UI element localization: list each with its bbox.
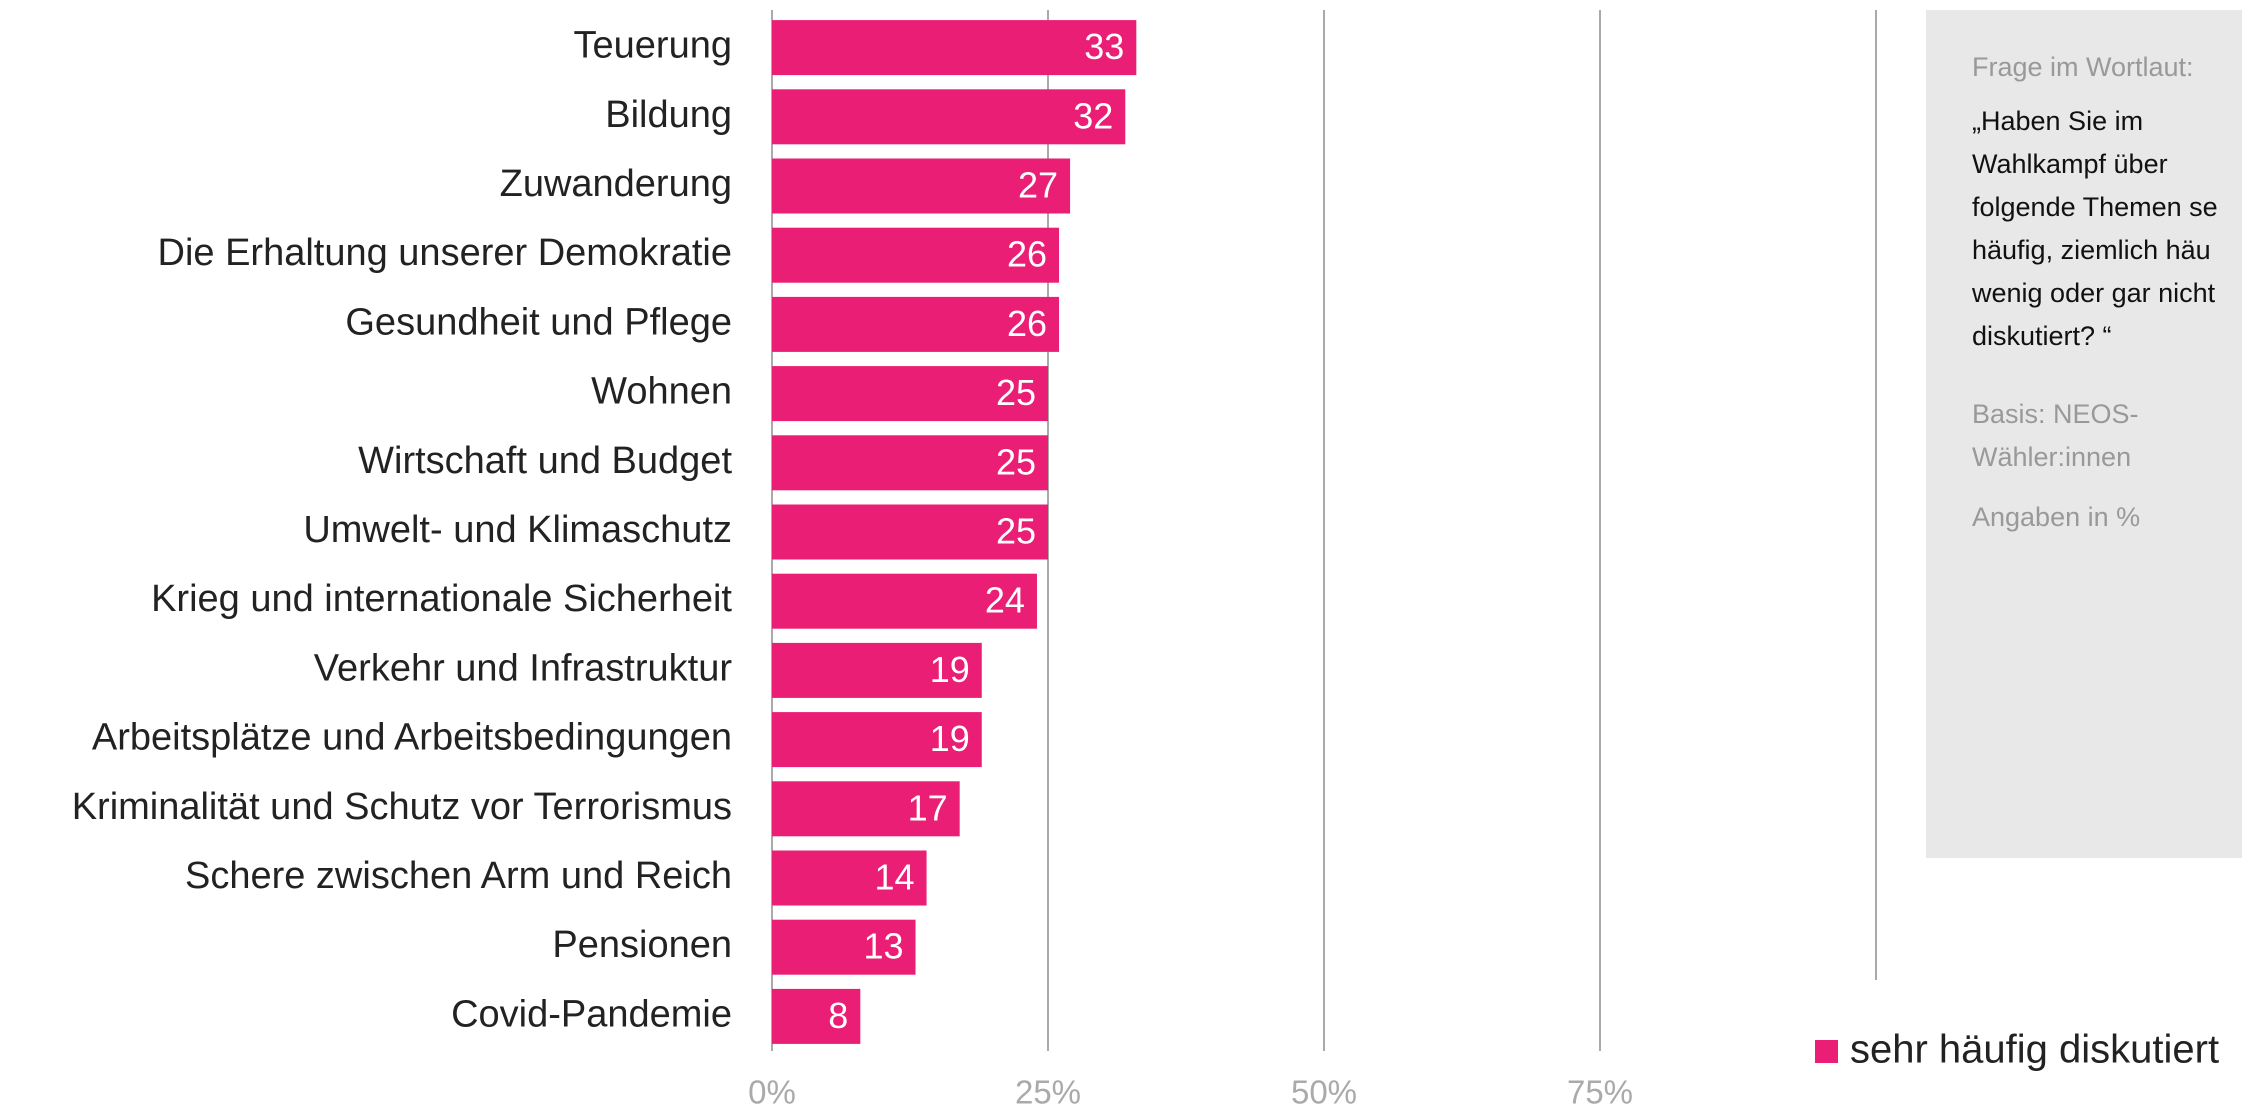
category-label: Wirtschaft und Budget bbox=[358, 440, 732, 482]
value-label: 14 bbox=[875, 857, 915, 898]
bar bbox=[772, 642, 982, 698]
bar bbox=[772, 20, 1137, 76]
bar bbox=[772, 504, 1048, 560]
note-basis: Basis: NEOS- bbox=[1972, 399, 2139, 429]
note-basis: Wähler:innen bbox=[1972, 442, 2131, 472]
legend-swatch bbox=[1815, 1040, 1838, 1063]
x-tick-label: 75% bbox=[1567, 1074, 1633, 1110]
value-label: 24 bbox=[985, 580, 1025, 621]
bar bbox=[772, 781, 960, 837]
category-label: Bildung bbox=[605, 94, 732, 136]
category-label: Pensionen bbox=[552, 924, 732, 966]
value-label: 25 bbox=[996, 511, 1036, 552]
x-tick-label: 25% bbox=[1015, 1074, 1081, 1110]
value-label: 19 bbox=[930, 718, 970, 759]
bar bbox=[772, 158, 1071, 214]
category-label: Die Erhaltung unserer Demokratie bbox=[158, 232, 733, 274]
bar bbox=[772, 988, 861, 1044]
bar bbox=[772, 850, 927, 906]
note-question: folgende Themen se bbox=[1972, 192, 2218, 222]
category-label: Gesundheit und Pflege bbox=[345, 301, 732, 343]
bar bbox=[772, 296, 1060, 352]
value-label: 8 bbox=[828, 995, 848, 1036]
note-heading: Frage im Wortlaut: bbox=[1972, 52, 2194, 82]
category-label: Wohnen bbox=[591, 371, 732, 413]
value-label: 33 bbox=[1084, 26, 1124, 67]
x-tick-label: 0% bbox=[748, 1074, 796, 1110]
x-tick-label: 50% bbox=[1291, 1074, 1357, 1110]
note-unit: Angaben in % bbox=[1972, 502, 2140, 532]
category-label: Schere zwischen Arm und Reich bbox=[185, 855, 732, 897]
value-label: 25 bbox=[996, 441, 1036, 482]
category-label: Arbeitsplätze und Arbeitsbedingungen bbox=[92, 717, 732, 759]
category-label: Covid-Pandemie bbox=[451, 993, 732, 1035]
category-label: Verkehr und Infrastruktur bbox=[314, 647, 733, 689]
category-label: Umwelt- und Klimaschutz bbox=[303, 509, 732, 551]
category-label: Kriminalität und Schutz vor Terrorismus bbox=[72, 786, 732, 828]
bar bbox=[772, 919, 916, 975]
note-question: diskutiert? “ bbox=[1972, 321, 2112, 351]
bar bbox=[772, 573, 1037, 629]
note-question: „Haben Sie im bbox=[1972, 106, 2143, 136]
bar bbox=[772, 89, 1126, 145]
note-question: häufig, ziemlich häu bbox=[1972, 235, 2211, 265]
value-label: 17 bbox=[908, 787, 948, 828]
value-label: 25 bbox=[996, 372, 1036, 413]
note-panel bbox=[1926, 10, 2242, 858]
value-label: 13 bbox=[863, 926, 903, 967]
note-question: wenig oder gar nicht bbox=[1971, 278, 2216, 308]
category-label: Krieg und internationale Sicherheit bbox=[151, 578, 732, 620]
bar bbox=[772, 712, 982, 768]
bar bbox=[772, 435, 1048, 491]
value-label: 19 bbox=[930, 649, 970, 690]
category-label: Zuwanderung bbox=[500, 163, 732, 205]
bar bbox=[772, 227, 1060, 283]
bar bbox=[772, 366, 1048, 422]
note-question: Wahlkampf über bbox=[1972, 149, 2168, 179]
category-label: Teuerung bbox=[574, 25, 732, 67]
value-label: 27 bbox=[1018, 165, 1058, 206]
legend-label: sehr häufig diskutiert bbox=[1850, 1028, 2219, 1072]
value-label: 26 bbox=[1007, 234, 1047, 275]
value-label: 26 bbox=[1007, 303, 1047, 344]
value-label: 32 bbox=[1073, 95, 1113, 136]
